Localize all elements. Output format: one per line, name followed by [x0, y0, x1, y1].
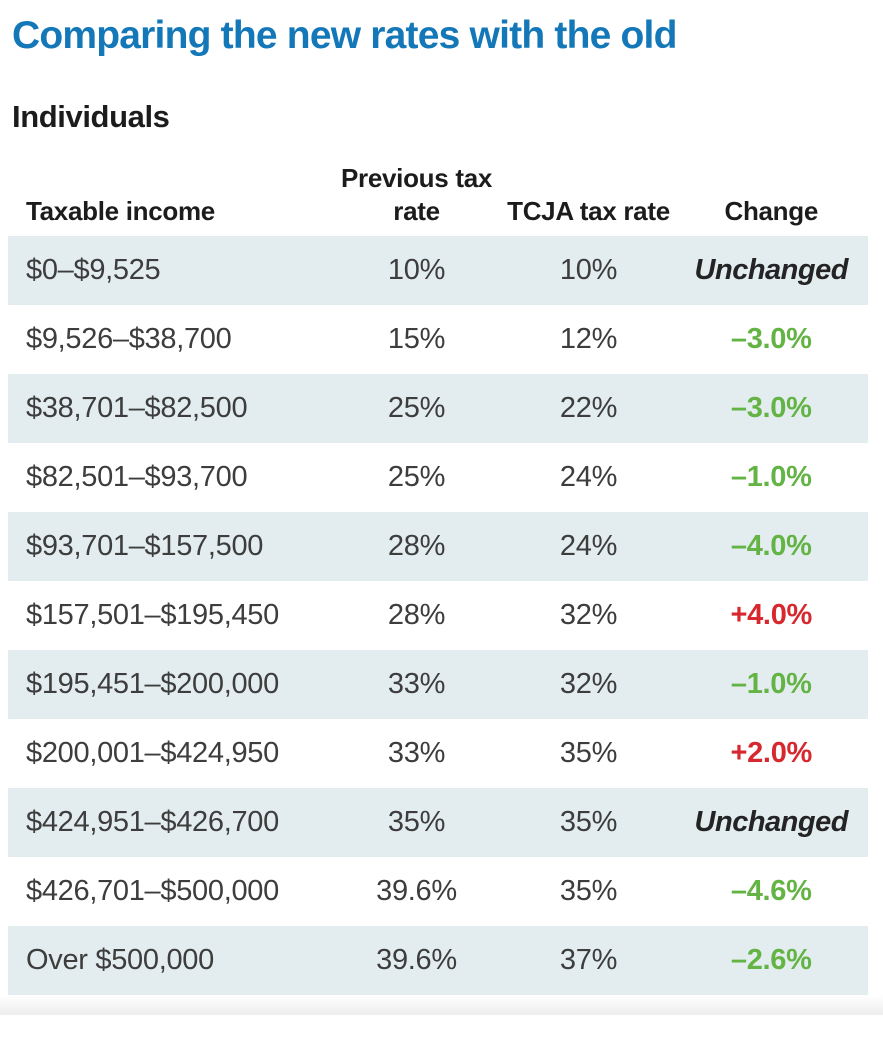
cell-change: Unchanged — [694, 806, 849, 839]
cell-tcja-tax-rate: 10% — [559, 254, 618, 287]
cell-taxable-income: $38,701–$82,500 — [26, 392, 248, 425]
cell-previous-tax-rate: 35% — [387, 806, 446, 839]
tax-rate-comparison-graphic: Comparing the new rates with the old Ind… — [0, 14, 883, 1016]
cell-taxable-income: $9,526–$38,700 — [26, 323, 232, 356]
cell-previous-tax-rate: 28% — [387, 530, 446, 563]
cell-taxable-income: Over $500,000 — [26, 944, 214, 977]
table-row: Over $500,000 39.6% 37% –2.6% — [8, 926, 868, 996]
table-header-row: Taxable income Previous tax rate TCJA ta… — [8, 152, 868, 236]
cell-previous-tax-rate: 39.6% — [376, 944, 457, 977]
column-header-tcja-tax-rate: TCJA tax rate — [507, 196, 670, 227]
cell-previous-tax-rate: 25% — [387, 461, 446, 494]
cell-previous-tax-rate: 28% — [387, 599, 446, 632]
cell-change: +2.0% — [730, 737, 813, 770]
cell-tcja-tax-rate: 32% — [559, 599, 618, 632]
cell-previous-tax-rate: 39.6% — [376, 875, 457, 908]
column-header-change: Change — [724, 196, 819, 227]
cell-tcja-tax-rate: 35% — [559, 737, 618, 770]
cell-tcja-tax-rate: 22% — [559, 392, 618, 425]
cell-previous-tax-rate: 25% — [387, 392, 446, 425]
cell-change: –1.0% — [730, 668, 812, 701]
bottom-fade-decoration — [0, 995, 883, 1016]
table-row: $0–$9,525 10% 10% Unchanged — [8, 236, 868, 306]
cell-tcja-tax-rate: 24% — [559, 530, 618, 563]
table-row: $82,501–$93,700 25% 24% –1.0% — [8, 443, 868, 512]
cell-taxable-income: $93,701–$157,500 — [26, 530, 264, 563]
table-row: $157,501–$195,450 28% 32% +4.0% — [8, 581, 868, 650]
cell-taxable-income: $426,701–$500,000 — [26, 875, 279, 908]
cell-tcja-tax-rate: 37% — [559, 944, 618, 977]
cell-taxable-income: $424,951–$426,700 — [26, 806, 279, 839]
cell-taxable-income: $200,001–$424,950 — [26, 737, 279, 770]
cell-change: –2.6% — [730, 944, 812, 977]
section-title-individuals: Individuals — [12, 98, 170, 134]
cell-previous-tax-rate: 33% — [387, 668, 446, 701]
table-row: $93,701–$157,500 28% 24% –4.0% — [8, 512, 868, 582]
cell-change: –3.0% — [730, 323, 812, 356]
table-row: $426,701–$500,000 39.6% 35% –4.6% — [8, 857, 868, 926]
column-header-previous-tax-rate: Previous tax rate — [340, 162, 493, 227]
table-row: $38,701–$82,500 25% 22% –3.0% — [8, 374, 868, 444]
cell-change: Unchanged — [694, 254, 849, 287]
cell-tcja-tax-rate: 32% — [559, 668, 618, 701]
cell-previous-tax-rate: 33% — [387, 737, 446, 770]
cell-tcja-tax-rate: 12% — [559, 323, 618, 356]
table-row: $424,951–$426,700 35% 35% Unchanged — [8, 788, 868, 858]
cell-taxable-income: $0–$9,525 — [26, 254, 161, 287]
cell-taxable-income: $82,501–$93,700 — [26, 461, 248, 494]
cell-taxable-income: $195,451–$200,000 — [26, 668, 279, 701]
cell-change: +4.0% — [730, 599, 813, 632]
column-header-taxable-income: Taxable income — [26, 196, 215, 227]
cell-change: –3.0% — [730, 392, 812, 425]
table-row: $200,001–$424,950 33% 35% +2.0% — [8, 719, 868, 788]
cell-taxable-income: $157,501–$195,450 — [26, 599, 279, 632]
cell-tcja-tax-rate: 35% — [559, 806, 618, 839]
cell-change: –4.0% — [730, 530, 812, 563]
cell-tcja-tax-rate: 24% — [559, 461, 618, 494]
cell-change: –1.0% — [730, 461, 812, 494]
table-row: $9,526–$38,700 15% 12% –3.0% — [8, 305, 868, 374]
cell-previous-tax-rate: 15% — [387, 323, 446, 356]
table-row: $195,451–$200,000 33% 32% –1.0% — [8, 650, 868, 720]
cell-change: –4.6% — [730, 875, 812, 908]
cell-previous-tax-rate: 10% — [387, 254, 446, 287]
tax-rates-table: Taxable income Previous tax rate TCJA ta… — [8, 152, 868, 996]
cell-tcja-tax-rate: 35% — [559, 875, 618, 908]
table-body: $0–$9,525 10% 10% Unchanged $9,526–$38,700 15… — [8, 236, 868, 996]
page-title: Comparing the new rates with the old — [12, 14, 677, 57]
